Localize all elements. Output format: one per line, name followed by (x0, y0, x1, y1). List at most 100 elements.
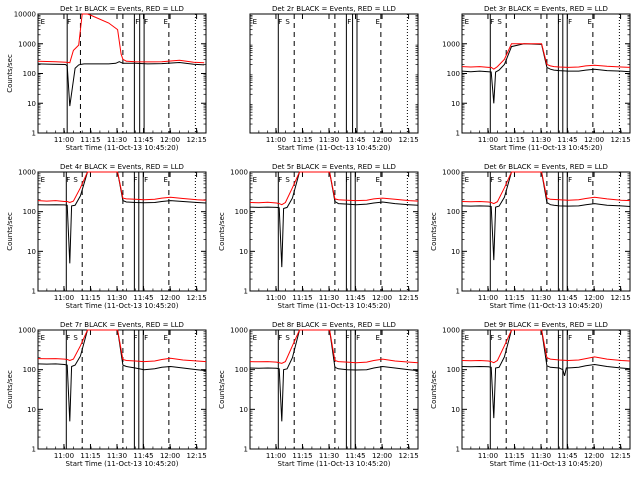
x-tick-label: 11:15 (504, 294, 524, 302)
y-tick-label: 1 (244, 288, 248, 296)
attenuator-marker-label: F (356, 18, 360, 26)
x-tick-label: 12:15 (398, 452, 418, 460)
y-axis-label: Counts/sec (6, 212, 14, 251)
attenuator-marker-label: F (66, 334, 70, 342)
panel-det-4: Det 4r BLACK = Events, RED = LLD 1 10 100 10… (6, 163, 207, 310)
x-tick-label: 11:00 (478, 294, 498, 302)
x-axis-label: Start Time (11-Oct-13 10:45:20) (490, 302, 603, 310)
attenuator-marker-label: F (490, 334, 494, 342)
attenuator-marker-label: F (144, 334, 148, 342)
x-tick-label: 11:15 (80, 136, 100, 144)
x-tick-label: 11:00 (54, 452, 74, 460)
panel-det-5: Det 5r BLACK = Events, RED = LLD 1 10 100 10… (218, 163, 419, 310)
y-tick-label: 1000 (442, 40, 460, 48)
y-axis-label: Counts/sec (430, 370, 438, 409)
y-tick-label: 1000 (18, 169, 36, 177)
x-tick-label: 12:00 (584, 452, 604, 460)
x-tick-label: 11:15 (80, 452, 100, 460)
x-tick-label: 12:00 (372, 452, 392, 460)
y-tick-label: 10000 (14, 11, 36, 19)
attenuator-marker-label: F (66, 176, 70, 184)
x-tick-label: 12:00 (372, 294, 392, 302)
y-tick-label: 10 (27, 100, 36, 108)
attenuator-marker-label: F (557, 176, 561, 184)
series-red-lld (461, 171, 631, 205)
x-tick-label: 11:45 (557, 136, 577, 144)
y-tick-label: 1000 (18, 327, 36, 335)
y-tick-label: 100 (23, 70, 36, 78)
series-red-lld (37, 171, 207, 204)
x-tick-label: 11:00 (478, 452, 498, 460)
y-axis-label: Counts/sec (6, 370, 14, 409)
attenuator-marker-label: E (41, 176, 45, 184)
x-tick-label: 11:30 (319, 452, 339, 460)
plot-frame (249, 171, 419, 292)
attenuator-marker-label: F (144, 18, 148, 26)
x-tick-label: 12:15 (610, 452, 630, 460)
attenuator-marker-label: F (356, 334, 360, 342)
attenuator-marker-label: F (490, 18, 494, 26)
x-tick-label: 11:00 (54, 136, 74, 144)
y-tick-label: 1 (456, 446, 460, 454)
attenuator-marker-label: F (490, 176, 494, 184)
x-tick-label: 11:45 (557, 452, 577, 460)
plot-frame (249, 329, 419, 450)
x-tick-label: 11:45 (133, 136, 153, 144)
panel-det-8: Det 8r BLACK = Events, RED = LLD 1 10 100 10… (218, 321, 419, 468)
attenuator-marker-label: E (41, 18, 45, 26)
attenuator-marker-label: E (588, 176, 592, 184)
attenuator-marker-label: F (345, 334, 349, 342)
y-tick-label: 100 (447, 70, 460, 78)
y-tick-label: 100 (235, 208, 248, 216)
series-black-events (37, 329, 207, 422)
panel-title: Det 7r BLACK = Events, RED = LLD (60, 321, 184, 329)
plot-frame (249, 13, 419, 134)
attenuator-marker-label: S (73, 334, 78, 342)
x-tick-label: 11:30 (531, 294, 551, 302)
panel-det-7: Det 7r BLACK = Events, RED = LLD 1 10 100 10… (6, 321, 207, 468)
y-tick-label: 10 (451, 100, 460, 108)
y-tick-label: 1000 (442, 169, 460, 177)
series-red-lld (249, 171, 419, 206)
x-tick-label: 11:15 (292, 294, 312, 302)
x-tick-label: 11:15 (504, 136, 524, 144)
x-axis-label: Start Time (11-Oct-13 10:45:20) (66, 302, 179, 310)
series-black-events (461, 329, 631, 419)
x-tick-label: 11:30 (107, 294, 127, 302)
x-tick-label: 12:15 (186, 452, 206, 460)
x-tick-label: 12:00 (160, 452, 180, 460)
x-tick-label: 11:30 (107, 452, 127, 460)
x-axis-label: Start Time (11-Oct-13 10:45:20) (278, 144, 391, 152)
series-black-events (249, 171, 419, 268)
series-red-lld (37, 329, 207, 363)
attenuator-marker-label: E (465, 176, 469, 184)
x-tick-label: 12:00 (372, 136, 392, 144)
attenuator-marker-label: E (164, 18, 168, 26)
y-axis-label: Counts/sec (218, 212, 226, 251)
x-tick-label: 11:15 (292, 136, 312, 144)
y-tick-label: 10 (27, 248, 36, 256)
x-tick-label: 12:15 (610, 136, 630, 144)
panel-title: Det 5r BLACK = Events, RED = LLD (272, 163, 396, 171)
x-tick-label: 11:30 (531, 136, 551, 144)
x-tick-label: 11:45 (133, 294, 153, 302)
y-tick-label: 1000 (18, 40, 36, 48)
x-axis-label: Start Time (11-Oct-13 10:45:20) (490, 460, 603, 468)
panel-det-3: Det 3r BLACK = Events, RED = LLD 1 10 100 10… (442, 5, 630, 152)
y-tick-label: 10 (451, 406, 460, 414)
attenuator-marker-label: S (285, 18, 290, 26)
attenuator-marker-label: E (164, 176, 168, 184)
attenuator-marker-label: S (285, 176, 290, 184)
y-tick-label: 1 (456, 130, 460, 138)
x-tick-label: 11:00 (478, 136, 498, 144)
panel-det-9: Det 9r BLACK = Events, RED = LLD 1 10 100 10… (430, 321, 631, 468)
attenuator-marker-label: E (465, 18, 469, 26)
y-tick-label: 10 (239, 406, 248, 414)
y-tick-label: 100 (447, 208, 460, 216)
panel-title: Det 9r BLACK = Events, RED = LLD (484, 321, 608, 329)
x-tick-label: 11:15 (80, 294, 100, 302)
attenuator-marker-label: F (278, 18, 282, 26)
x-tick-label: 11:45 (345, 294, 365, 302)
x-tick-label: 11:30 (107, 136, 127, 144)
y-tick-label: 1 (32, 288, 36, 296)
